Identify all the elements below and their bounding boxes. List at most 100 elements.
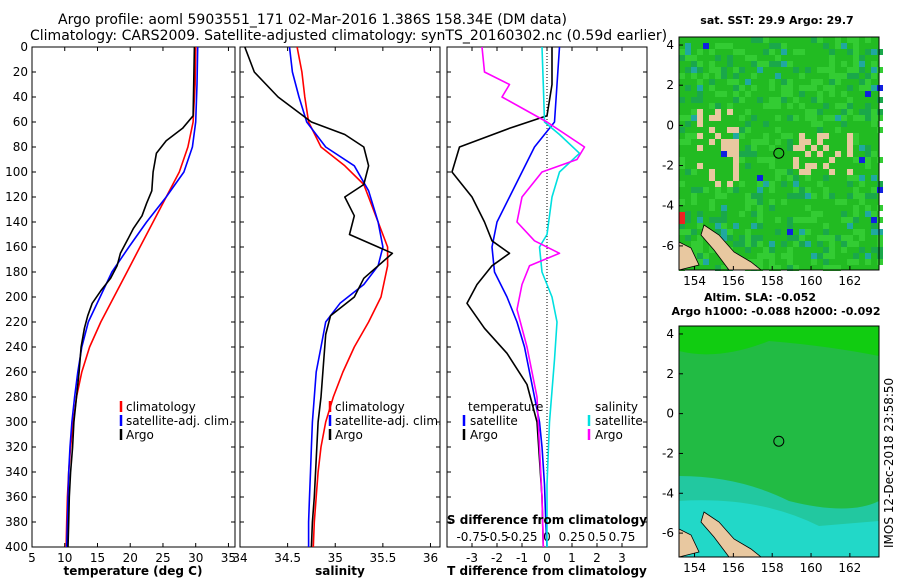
series-line-s-argo	[481, 47, 586, 547]
x-tick-label: 1	[568, 551, 576, 565]
lon-tick-label: 156	[722, 274, 745, 288]
y-tick-label: 220	[5, 315, 28, 329]
y-tick-label: 180	[5, 265, 28, 279]
temperature-panel: 0 20 40 60 80 100 120 140 160 180 200 220 240 260 280 3…	[5, 40, 236, 565]
lat-tick-label: 4	[666, 38, 674, 52]
y-tick-label: 140	[5, 215, 28, 229]
x-tick-label: 36	[423, 551, 438, 565]
y-tick-label: 400	[5, 540, 28, 554]
x-tick-label: 0	[543, 551, 551, 565]
y-tick-label: 380	[5, 515, 28, 529]
y-tick-label: 120	[5, 190, 28, 204]
x-tick-label: 15	[90, 551, 105, 565]
sal-legend-argo: Argo	[335, 428, 363, 442]
series-line-argo	[67, 47, 196, 547]
sla-map-panel: 154 156 158 160 162 4 2 0 -2 -4 -6	[662, 325, 880, 575]
y-tick-label: 360	[5, 490, 28, 504]
sal-legend-climatology: climatology	[335, 400, 405, 414]
lat-tick-label: -2	[662, 159, 674, 173]
diff-legend-sal-heading: salinity	[595, 400, 638, 414]
temp-legend-climatology: climatology	[126, 400, 196, 414]
y-tick-label: 340	[5, 465, 28, 479]
x-tick-label: 34.5	[274, 551, 301, 565]
lon-tick-label: 154	[683, 274, 706, 288]
x-tick-label: -1	[516, 551, 528, 565]
lat-tick-label: -6	[662, 526, 674, 540]
series-line-satellite-adj-clim-	[65, 47, 199, 547]
difference-xlabel: T difference from climatology	[447, 564, 647, 578]
y-tick-label: 280	[5, 390, 28, 404]
s-diff-tick-label: -0.5	[485, 530, 508, 544]
y-tick-label: 260	[5, 365, 28, 379]
footer-stamp: IMOS 12-Dec-2018 23:58:50	[882, 378, 896, 548]
lat-tick-label: -6	[662, 239, 674, 253]
sal-legend-satellite: satellite-adj. clim.	[335, 414, 442, 428]
y-tick-label: 20	[13, 65, 28, 79]
s-diff-tick-label: -0.75	[456, 530, 487, 544]
lon-tick-label: 160	[800, 274, 823, 288]
s-diff-tick-label: 0.25	[559, 530, 586, 544]
y-tick-label: 100	[5, 165, 28, 179]
y-tick-label: 40	[13, 90, 28, 104]
x-tick-label: 35.5	[369, 551, 396, 565]
sla-map-title: Altim. SLA: -0.052	[704, 291, 816, 304]
plot-frame	[31, 46, 236, 548]
x-tick-label: 35	[328, 551, 343, 565]
s-diff-tick-label: 0.75	[609, 530, 636, 544]
temp-legend-argo: Argo	[126, 428, 154, 442]
diff-legend-temp-argo: Argo	[470, 428, 498, 442]
series-line-t-satellite	[491, 47, 561, 547]
s-diff-tick-label: -0.25	[506, 530, 537, 544]
map-frame	[678, 36, 880, 271]
lat-tick-label: 0	[666, 118, 674, 132]
sla-map-subtitle: Argo h1000: -0.088 h2000: -0.092	[671, 305, 880, 318]
y-tick-label: 200	[5, 290, 28, 304]
sst-map-panel: 154 156 158 160 162 4 2 0 -2 -4 -6	[662, 36, 883, 288]
x-tick-label: 25	[155, 551, 170, 565]
x-tick-label: 2	[593, 551, 601, 565]
x-tick-label: 5	[28, 551, 36, 565]
title-line-1: Argo profile: aoml 5903551_171 02-Mar-20…	[58, 12, 568, 28]
lat-tick-label: 0	[666, 407, 674, 421]
lat-tick-label: 4	[666, 327, 674, 341]
lat-tick-label: 2	[666, 78, 674, 92]
lon-tick-label: 156	[722, 561, 745, 575]
y-tick-label: 60	[13, 115, 28, 129]
x-tick-label: 34	[232, 551, 247, 565]
lat-tick-label: -4	[662, 486, 674, 500]
map-frame	[678, 325, 880, 558]
diff-legend-sal-argo: Argo	[595, 428, 623, 442]
difference-panel: -3 -2 -1 0 1 2 3-0.75-0.5-0.25 0 0.25 0.5 0.75	[446, 46, 648, 565]
x-tick-label: 35	[221, 551, 236, 565]
diff-legend-sal-satellite: satellite	[595, 414, 643, 428]
x-tick-label: 30	[188, 551, 203, 565]
lat-tick-label: -2	[662, 446, 674, 460]
temp-legend-satellite: satellite-adj. clim.	[126, 414, 233, 428]
salinity-xlabel: salinity	[315, 564, 365, 578]
difference-top-xlabel: S difference from climatology	[447, 513, 647, 527]
lon-tick-label: 160	[800, 561, 823, 575]
x-tick-label: 3	[618, 551, 626, 565]
lon-tick-label: 154	[683, 561, 706, 575]
diff-legend-temp-heading: temperature	[468, 400, 543, 414]
x-tick-label: -2	[491, 551, 503, 565]
temperature-xlabel: temperature (deg C)	[64, 564, 203, 578]
lon-tick-label: 162	[838, 274, 861, 288]
lat-tick-label: -4	[662, 199, 674, 213]
title-line-2: Climatology: CARS2009. Satellite-adjuste…	[30, 28, 668, 44]
y-tick-label: 0	[20, 40, 28, 54]
x-tick-label: 10	[57, 551, 72, 565]
x-tick-label: 20	[123, 551, 138, 565]
y-tick-label: 240	[5, 340, 28, 354]
x-tick-label: -3	[466, 551, 478, 565]
s-diff-tick-label: 0.5	[587, 530, 606, 544]
y-tick-label: 160	[5, 240, 28, 254]
argo-location-marker	[773, 435, 785, 447]
lon-tick-label: 158	[761, 561, 784, 575]
y-tick-label: 300	[5, 415, 28, 429]
series-line-s-satellite	[538, 47, 581, 547]
y-tick-label: 80	[13, 140, 28, 154]
series-line-satellite-adj-clim-	[288, 47, 384, 547]
plot-frame	[239, 46, 441, 548]
